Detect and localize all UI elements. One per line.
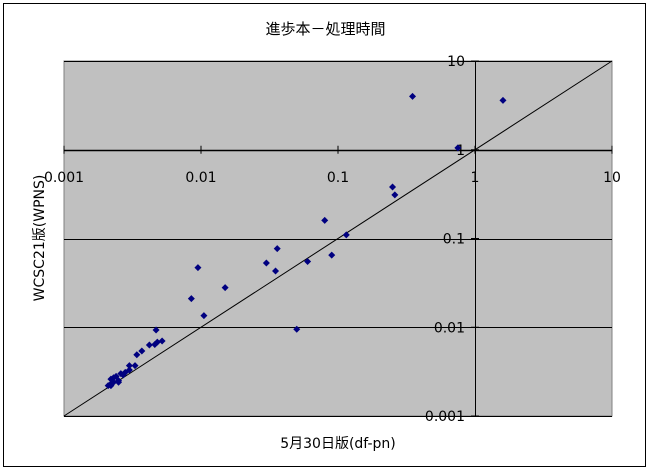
data-point <box>194 264 202 272</box>
x-tick-label: 0.01 <box>185 170 216 186</box>
x-axis-label: 5月30日版(df-pn) <box>280 436 396 452</box>
y-tick-label: 10 <box>447 54 465 70</box>
data-point <box>125 366 133 374</box>
y-axis-label: WCSC21版(WPNS) <box>32 174 48 302</box>
data-point <box>107 375 115 383</box>
data-point <box>115 378 123 386</box>
data-point <box>151 340 159 348</box>
data-point <box>200 312 208 320</box>
x-tick-label: 10 <box>603 170 621 186</box>
x-tick-label: 1 <box>471 170 480 186</box>
data-point <box>389 183 397 191</box>
y-tick-label: 0.1 <box>443 232 465 248</box>
data-point <box>454 144 462 152</box>
x-tick-label: 0.1 <box>327 170 349 186</box>
y-tick-label: 1 <box>456 143 465 159</box>
data-point <box>133 351 141 359</box>
data-point <box>104 382 112 390</box>
data-point <box>342 231 350 239</box>
chart-title: 進歩本－処理時間 <box>265 20 386 38</box>
data-point <box>409 92 417 100</box>
data-point <box>158 337 166 345</box>
data-point <box>391 191 399 199</box>
reference-line <box>63 60 613 417</box>
data-point <box>262 259 270 267</box>
data-point <box>138 347 146 355</box>
data-point <box>145 341 153 349</box>
data-point <box>117 370 125 378</box>
data-point <box>152 326 160 334</box>
data-point <box>125 362 133 370</box>
data-point <box>221 284 229 292</box>
x-tick-label: 0.001 <box>44 170 84 186</box>
data-point <box>187 295 195 303</box>
y-tick-label: 0.01 <box>434 320 465 336</box>
data-point <box>328 251 336 259</box>
data-point <box>321 216 329 224</box>
data-point <box>272 267 280 275</box>
data-point <box>131 362 139 370</box>
data-point <box>293 325 301 333</box>
y-tick-label: 0.001 <box>425 409 465 425</box>
data-point <box>273 245 281 253</box>
data-point <box>304 258 312 266</box>
data-point <box>499 96 507 104</box>
